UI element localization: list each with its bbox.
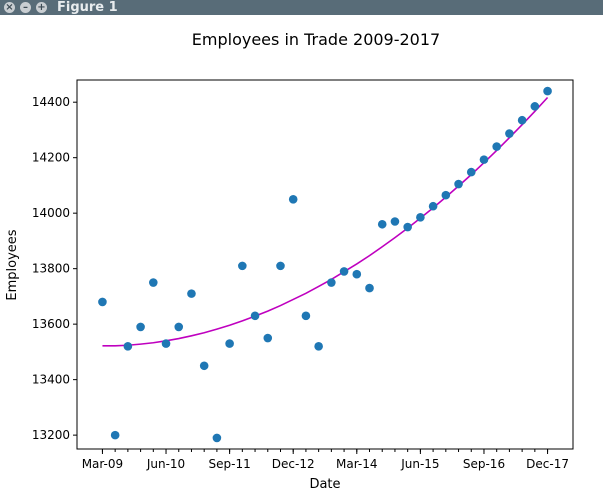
axes-frame [76, 79, 574, 450]
window-titlebar: × – + Figure 1 [0, 0, 603, 15]
data-point [352, 269, 362, 279]
data-point [390, 217, 400, 226]
data-point [505, 129, 514, 138]
x-tick-label: Jun-15 [400, 457, 439, 471]
y-tick-label: 13200 [32, 428, 70, 442]
figure-canvas: Employees in Trade 2009-2017 Date Employ… [5, 30, 574, 492]
maximize-icon[interactable]: + [36, 2, 47, 13]
y-tick-label: 14200 [32, 151, 70, 165]
data-point [314, 342, 323, 351]
x-tick-label: Dec-17 [526, 457, 569, 471]
x-axis-label: Date [309, 477, 340, 492]
data-point [199, 361, 209, 371]
x-tick-label: Sep-11 [209, 457, 251, 471]
data-point [416, 213, 425, 222]
data-point [250, 311, 260, 321]
close-icon[interactable]: × [4, 2, 15, 13]
data-point [428, 201, 438, 211]
y-tick-label: 14000 [32, 206, 70, 220]
data-point [276, 261, 285, 271]
y-tick-label: 13600 [32, 317, 70, 331]
data-point [403, 222, 412, 232]
data-point [466, 167, 476, 177]
data-point [365, 283, 374, 293]
data-point [225, 339, 234, 348]
data-point [238, 261, 247, 271]
data-point [441, 190, 451, 200]
data-point [136, 322, 145, 332]
data-point [98, 297, 107, 307]
y-axis-label: Employees [5, 229, 20, 300]
trend-line [102, 96, 549, 347]
x-tick-label: Jun-10 [146, 457, 185, 471]
data-point [517, 115, 527, 125]
data-point [301, 311, 311, 321]
data-point [161, 339, 171, 348]
data-point [149, 278, 158, 287]
window-title: Figure 1 [57, 0, 118, 15]
plot-area [98, 86, 552, 443]
minimize-icon[interactable]: – [20, 2, 31, 13]
x-tick-label: Mar-14 [336, 457, 377, 471]
data-point [339, 267, 349, 276]
data-point [187, 289, 196, 298]
x-tick-label: Sep-16 [463, 457, 505, 471]
data-point [543, 86, 552, 96]
x-tick-label: Dec-12 [272, 457, 315, 471]
data-point [288, 195, 298, 204]
data-point [454, 179, 463, 189]
data-point [530, 102, 540, 111]
chart-title: Employees in Trade 2009-2017 [192, 30, 440, 49]
data-point [479, 155, 489, 164]
x-tick-label: Mar-09 [82, 457, 123, 471]
data-point [212, 433, 222, 443]
y-tick-label: 13400 [32, 373, 70, 387]
data-point [174, 322, 184, 332]
data-point [377, 219, 387, 229]
axes-ticks: 13200 13400 13600 13800 14000 14200 14400 Mar-0… [32, 95, 569, 471]
y-tick-label: 14400 [32, 95, 70, 109]
data-point [327, 278, 336, 287]
data-point [110, 430, 120, 440]
data-point [492, 142, 501, 151]
data-point [263, 333, 273, 343]
data-point [123, 342, 133, 351]
y-tick-label: 13800 [32, 262, 70, 276]
